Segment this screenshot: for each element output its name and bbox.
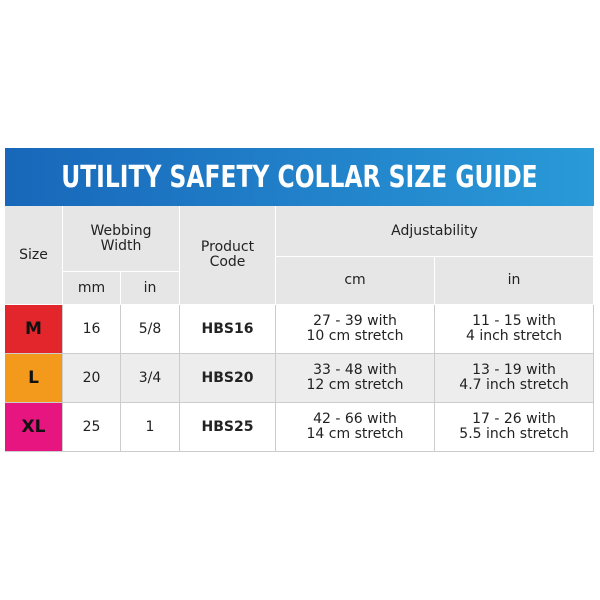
cell-cm: 42 - 66 with 14 cm stretch [276,403,435,452]
cell-cm: 27 - 39 with 10 cm stretch [276,305,435,354]
header-cell: Product Code [180,206,276,305]
title-banner: UTILITY SAFETY COLLAR SIZE GUIDE [5,148,594,206]
header-cell: in [121,272,180,305]
cell-size: XL [5,403,63,452]
header-cell: in [435,257,594,305]
cell-adj-in: 13 - 19 with 4.7 inch stretch [435,354,594,403]
cell-code: HBS20 [180,354,276,403]
cell-size: M [5,305,63,354]
cell-adj-in: 11 - 15 with 4 inch stretch [435,305,594,354]
cell-in: 5/8 [121,305,180,354]
cell-size: L [5,354,63,403]
cell-mm: 25 [63,403,121,452]
cell-mm: 20 [63,354,121,403]
header-cell: Adjustability [276,206,594,257]
title: UTILITY SAFETY COLLAR SIZE GUIDE [61,159,538,195]
cell-mm: 16 [63,305,121,354]
header-cell: mm [63,272,121,305]
header-cell: Size [5,206,63,305]
cell-code: HBS16 [180,305,276,354]
cell-in: 1 [121,403,180,452]
cell-code: HBS25 [180,403,276,452]
cell-adj-in: 17 - 26 with 5.5 inch stretch [435,403,594,452]
cell-cm: 33 - 48 with 12 cm stretch [276,354,435,403]
header-cell: cm [276,257,435,305]
header-cell: Webbing Width [63,206,180,272]
cell-in: 3/4 [121,354,180,403]
